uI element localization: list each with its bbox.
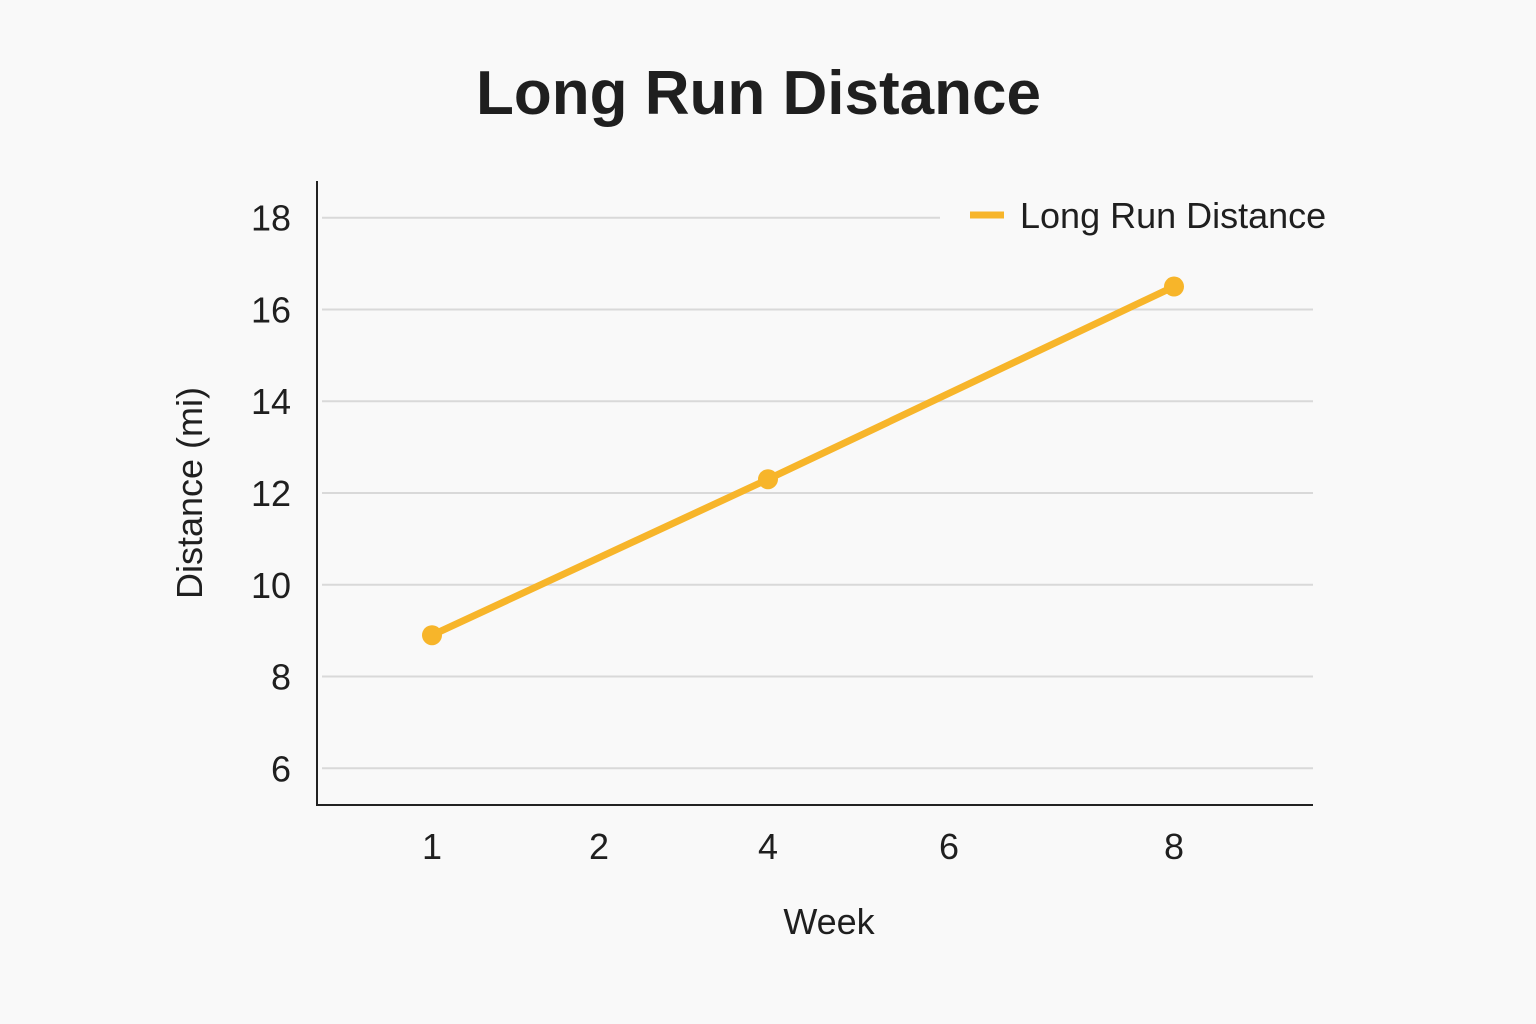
- y-tick-label-18: 18: [251, 198, 291, 239]
- x-tick-label-6: 6: [939, 826, 959, 867]
- axes: [316, 181, 1313, 806]
- series-points: [422, 276, 1184, 646]
- y-tick-label-6: 6: [271, 748, 291, 789]
- x-tick-label-4: 4: [758, 826, 778, 867]
- gridlines: [322, 216, 1313, 770]
- x-tick-labels: 1 2 4 6 8: [422, 826, 1184, 867]
- data-point-week-1: [422, 625, 442, 646]
- legend-background: [940, 188, 1360, 244]
- x-tick-label-8: 8: [1164, 826, 1184, 867]
- legend-label: Long Run Distance: [1020, 195, 1326, 236]
- series-line-long-run-distance: [428, 283, 1178, 639]
- data-point-week-4: [758, 469, 778, 490]
- x-tick-label-1: 1: [422, 826, 442, 867]
- series-lines: [428, 283, 1178, 639]
- chart-title: Long Run Distance: [476, 59, 1041, 128]
- legend: Long Run Distance: [940, 188, 1360, 244]
- y-tick-label-16: 16: [251, 289, 291, 330]
- x-axis-title: Week: [783, 901, 875, 942]
- y-tick-labels: 6 8 10 12 14 16 18: [251, 198, 291, 790]
- y-axis-title: Distance (mi): [169, 387, 210, 599]
- y-tick-label-14: 14: [251, 381, 291, 422]
- data-point-week-8: [1164, 276, 1184, 297]
- y-tick-label-10: 10: [251, 565, 291, 606]
- x-tick-label-2: 2: [589, 826, 609, 867]
- y-tick-label-8: 8: [271, 657, 291, 698]
- y-tick-label-12: 12: [251, 473, 291, 514]
